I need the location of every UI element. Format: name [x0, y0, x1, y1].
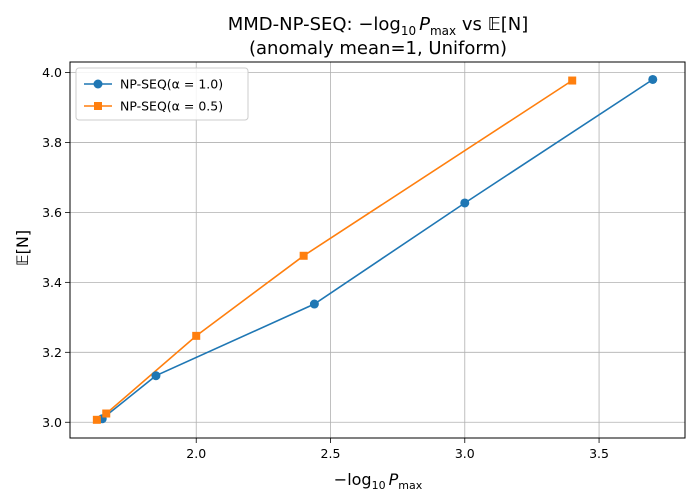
- data-point: [151, 371, 161, 381]
- data-point: [648, 74, 658, 84]
- grid: [70, 62, 685, 438]
- data-point: [460, 198, 470, 208]
- legend-marker: [93, 79, 103, 89]
- y-tick-label: 4.0: [42, 65, 62, 80]
- x-axis-label-prefix: −log: [334, 470, 372, 489]
- data-point: [92, 415, 101, 424]
- legend-label: NP-SEQ(α = 0.5): [120, 99, 223, 114]
- series-line-0: [101, 78, 654, 420]
- x-axis-label-var: P: [389, 470, 399, 489]
- x-axis-label-sub: 10: [372, 479, 386, 492]
- data-point: [568, 76, 577, 85]
- series-line-1: [96, 79, 573, 421]
- x-tick-label: 3.5: [589, 446, 609, 461]
- chart-title-var: P: [419, 14, 430, 35]
- data-point: [309, 299, 319, 309]
- chart-title: MMD-NP-SEQ: −log10 Pmax vs 𝔼[N]: [228, 14, 529, 38]
- x-tick-label: 2.0: [186, 446, 206, 461]
- x-tick-label: 2.5: [321, 446, 341, 461]
- x-tick-label: 3.0: [455, 446, 475, 461]
- legend: NP-SEQ(α = 1.0) NP-SEQ(α = 0.5): [75, 67, 249, 121]
- y-tick-label: 3.4: [42, 275, 62, 290]
- chart-title-rest: vs 𝔼[N]: [456, 14, 528, 35]
- plot-area: [69, 61, 686, 439]
- series-lines: [96, 78, 654, 421]
- x-axis-label: −log10 Pmax: [334, 470, 423, 492]
- chart-title-sub: 10: [401, 24, 416, 38]
- y-tick-label: 3.2: [42, 345, 62, 360]
- data-point: [102, 409, 111, 418]
- chart-subtitle: (anomaly mean=1, Uniform): [249, 38, 507, 59]
- legend-label: NP-SEQ(α = 1.0): [120, 77, 223, 92]
- series-markers: [92, 74, 658, 424]
- x-axis-label-var-sub: max: [398, 479, 422, 492]
- chart-title-var-sub: max: [430, 24, 456, 38]
- y-tick-label: 3.8: [42, 135, 62, 150]
- y-axis-label: 𝔼[N]: [13, 230, 32, 266]
- y-tick-label: 3.6: [42, 205, 62, 220]
- legend-marker: [94, 102, 102, 110]
- chart-title-prefix: MMD-NP-SEQ: −log: [228, 14, 401, 35]
- ticks: 2.0 2.5 3.0 3.5 3.0 3.2 3.4 3.6 3.8 4.0: [42, 65, 609, 461]
- y-tick-label: 3.0: [42, 415, 62, 430]
- data-point: [192, 331, 201, 340]
- data-point: [299, 251, 308, 260]
- legend-box: [75, 67, 249, 121]
